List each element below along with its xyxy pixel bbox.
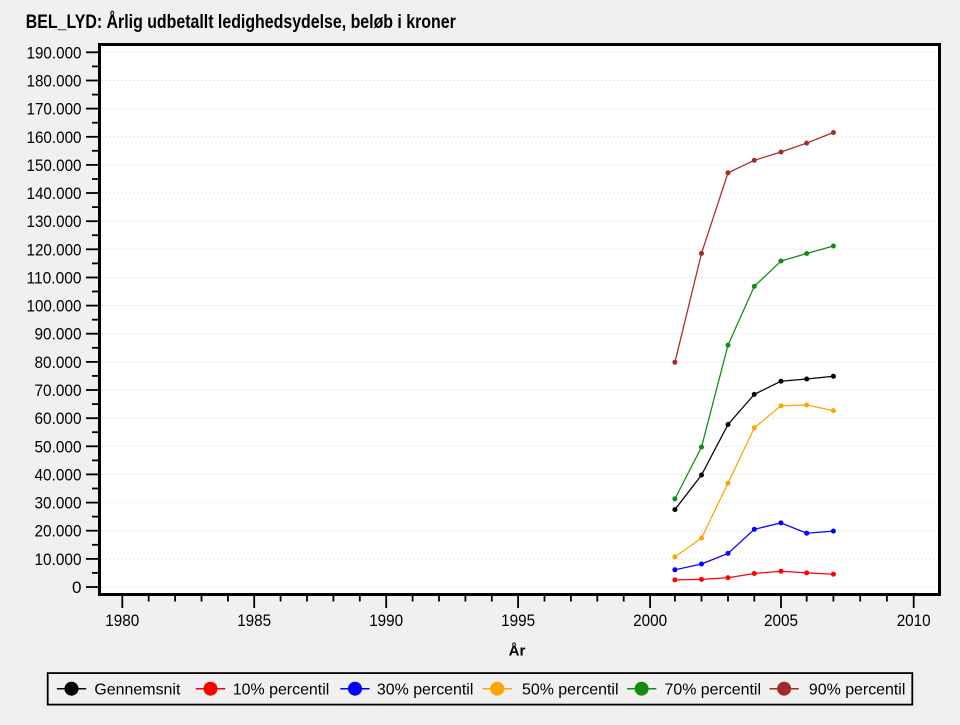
svg-text:2010: 2010 — [897, 611, 931, 630]
svg-text:120.000: 120.000 — [27, 240, 82, 259]
svg-text:100.000: 100.000 — [27, 297, 82, 316]
svg-text:190.000: 190.000 — [27, 43, 82, 62]
svg-text:Gennemsnit: Gennemsnit — [94, 681, 181, 698]
svg-text:1995: 1995 — [501, 611, 535, 630]
svg-text:40.000: 40.000 — [35, 465, 82, 484]
svg-text:90.000: 90.000 — [35, 325, 82, 344]
svg-text:BEL_LYD: Årlig udbetallt ledig: BEL_LYD: Årlig udbetallt ledighedsydelse… — [26, 12, 456, 33]
svg-text:0: 0 — [72, 578, 81, 597]
svg-text:110.000: 110.000 — [27, 269, 82, 288]
svg-text:50% percentil: 50% percentil — [522, 681, 619, 698]
svg-text:2000: 2000 — [633, 611, 667, 630]
svg-text:10.000: 10.000 — [35, 550, 82, 569]
svg-text:1990: 1990 — [369, 611, 403, 630]
svg-text:150.000: 150.000 — [27, 156, 82, 175]
svg-text:1980: 1980 — [105, 611, 139, 630]
svg-text:10% percentil: 10% percentil — [233, 681, 329, 698]
svg-text:70% percentil: 70% percentil — [665, 681, 762, 698]
svg-text:30% percentil: 30% percentil — [377, 681, 474, 698]
svg-text:50.000: 50.000 — [35, 437, 82, 456]
svg-text:160.000: 160.000 — [27, 128, 82, 147]
svg-text:180.000: 180.000 — [27, 72, 82, 91]
svg-text:30.000: 30.000 — [35, 494, 82, 513]
svg-text:År: År — [509, 643, 526, 660]
svg-text:90% percentil: 90% percentil — [809, 681, 906, 698]
svg-text:130.000: 130.000 — [27, 212, 82, 231]
svg-text:1985: 1985 — [237, 611, 271, 630]
svg-text:60.000: 60.000 — [35, 409, 82, 428]
svg-text:170.000: 170.000 — [27, 100, 82, 119]
svg-text:20.000: 20.000 — [35, 522, 82, 541]
svg-text:80.000: 80.000 — [35, 353, 82, 372]
svg-text:2005: 2005 — [764, 611, 798, 630]
svg-text:70.000: 70.000 — [35, 381, 82, 400]
svg-text:140.000: 140.000 — [27, 184, 82, 203]
